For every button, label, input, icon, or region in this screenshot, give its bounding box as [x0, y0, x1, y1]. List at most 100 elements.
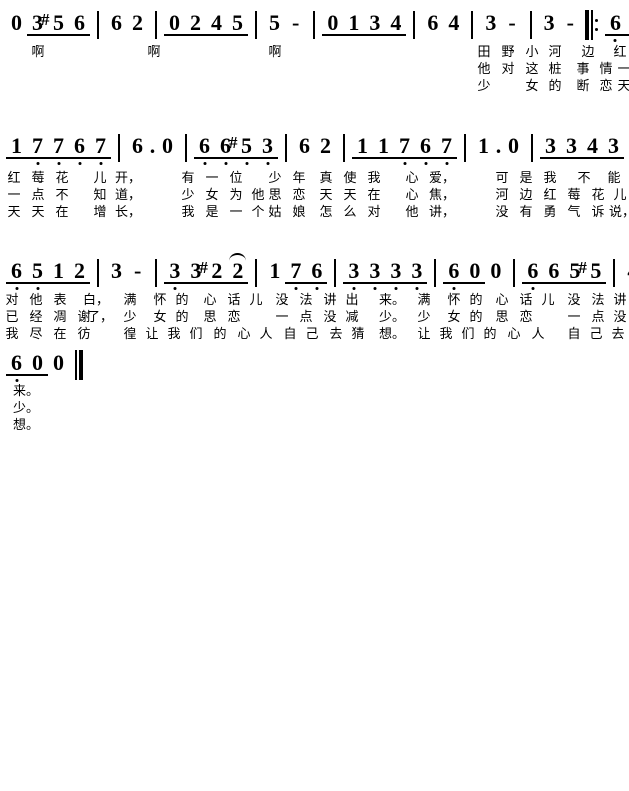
lyric-syllable: 少 [477, 79, 491, 94]
lyric-syllable: 小 [525, 45, 539, 60]
note: 1 [373, 133, 394, 159]
measure: 3 3 #2 2 [164, 253, 249, 290]
lyric-syllable: 经 [29, 310, 43, 325]
lyric-syllable: 真 [319, 171, 333, 186]
lyric-syllable: 红 [613, 45, 627, 60]
note-digit: 6 [448, 258, 460, 283]
lyric-syllable: 白， [82, 293, 110, 308]
note-digit: 1 [378, 133, 389, 158]
lyric-syllable: 想。 [12, 418, 40, 433]
lyric-syllable: 在 [55, 205, 69, 220]
note-digit: 1 [53, 258, 64, 283]
lyric-syllable: 凋 [53, 310, 67, 325]
lyric-syllable: 增 [93, 205, 107, 220]
octave-low-dot [294, 287, 298, 290]
octave-low-dot [99, 162, 102, 165]
lyric-syllable: 在 [53, 327, 67, 342]
note: 5 [264, 10, 285, 36]
note-rest: 0 [503, 133, 524, 159]
note-digit: 6 [299, 133, 310, 158]
beamed-note-group: 5 #5 [564, 258, 607, 284]
beam-line [394, 157, 457, 159]
lyric-syllable: 在 [367, 188, 381, 203]
lyric-syllable: 田 [477, 45, 491, 60]
note: 2 [69, 258, 90, 284]
augmentation-dot: . [149, 133, 156, 158]
lyric-syllable: 一 [275, 310, 289, 325]
lyric-syllable: 他 [477, 62, 491, 77]
beam-line [206, 282, 249, 284]
octave-low-dot [57, 162, 60, 165]
note: 3 [480, 10, 501, 36]
measure: 66#53 [604, 10, 629, 42]
lyric-line-verse-2: 一点不知道，少女为他思恋天天在心焦，河边红莓花儿 [0, 187, 629, 204]
note: 2 [227, 253, 248, 284]
note-digit: 7 [95, 133, 106, 158]
note-digit: - [292, 10, 300, 35]
note: 6 [106, 10, 127, 36]
note-dash: - [560, 10, 581, 36]
note-digit: 0 [490, 258, 502, 283]
lyric-syllable: 思 [268, 188, 282, 203]
lyric-syllable: 的 [469, 293, 483, 308]
lyric-syllable: 点 [299, 310, 313, 325]
sharp-accidental-icon: # [199, 258, 208, 277]
note-digit: 6 [427, 10, 439, 35]
note: 6 [69, 133, 90, 165]
lyric-syllable: 讲 [323, 293, 337, 308]
lyric-line-verse-2: 已经凋谢了，少女的思恋一点没减少。少女的思恋一点没 [0, 309, 629, 326]
lyric-syllable: 莓 [567, 188, 581, 203]
lyric-syllable: 人 [531, 327, 545, 342]
lyric-syllable: 莓 [31, 171, 45, 186]
lyric-syllable: 自 [567, 327, 581, 342]
lyric-syllable: 的 [548, 79, 562, 94]
lyric-syllable: 讲 [613, 293, 627, 308]
lyric-syllable: 一 [7, 188, 21, 203]
note-rest: 0 [164, 10, 185, 36]
lyric-syllable: 是 [519, 171, 533, 186]
lyric-syllable: 野 [501, 45, 515, 60]
beamed-note-group: #5 3 [229, 133, 278, 165]
beam-line [540, 157, 582, 159]
lyric-syllable: 已 [5, 310, 19, 325]
note: 6 [294, 133, 315, 159]
lyric-syllable: 满 [123, 293, 137, 308]
staff-system: 6 0 0 来。 少。 想。 [0, 0, 629, 433]
note-digit: 2 [232, 258, 244, 283]
lyric-syllable: 开， [114, 171, 142, 186]
lyric-syllable: 恋 [227, 310, 241, 325]
lyric-syllable: 使 [343, 171, 357, 186]
note-digit: 2 [132, 10, 143, 35]
note-digit: 0 [32, 350, 43, 375]
note-digit: - [566, 10, 574, 35]
lyric-syllable: 边 [581, 45, 595, 60]
lyric-syllable: 这 [525, 62, 539, 77]
beam-line [6, 282, 48, 284]
lyric-syllable: 花 [591, 188, 605, 203]
beam-line [352, 157, 394, 159]
note: 3 [539, 10, 560, 36]
note-digit: 3 [262, 133, 273, 158]
lyric-syllable: 位 [229, 171, 243, 186]
note-rest: 0 [485, 258, 506, 284]
note: 4 [622, 258, 629, 284]
barline [529, 11, 532, 39]
note-digit: 3 [411, 258, 423, 283]
note-digit: 3 [485, 10, 497, 35]
octave-low-dot [452, 287, 456, 290]
lyric-syllable: 为 [229, 188, 243, 203]
lyric-syllable: 天 [617, 79, 629, 94]
lyric-syllable: 去 [329, 327, 343, 342]
note-rest: 0 [322, 10, 343, 36]
lyric-syllable: 红 [543, 188, 557, 203]
note-rest: 0 [48, 350, 69, 376]
note-digit: 2 [320, 133, 331, 158]
